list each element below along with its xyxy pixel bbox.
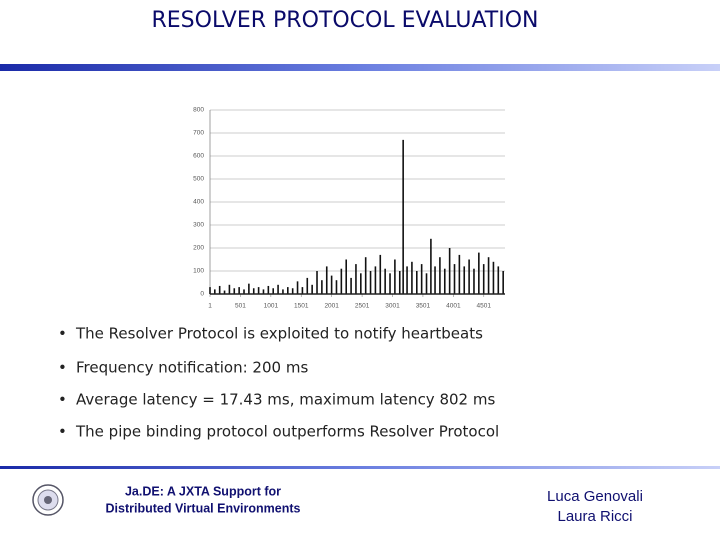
y-tick-label: 100 [193, 268, 204, 275]
bullet: Frequency notification: 200 ms [76, 359, 308, 377]
slide-title: RESOLVER PROTOCOL EVALUATION [152, 8, 539, 33]
x-tick-label: 2501 [355, 303, 370, 310]
footer-text: Ja.DE: A JXTA Support for [125, 484, 281, 498]
bullet: The Resolver Protocol is exploited to no… [75, 325, 483, 343]
x-tick-label: 2001 [324, 303, 339, 310]
logo [32, 484, 64, 516]
bullet-list: • The Resolver Protocol is exploited to … [58, 325, 499, 441]
x-tick-label: 4501 [477, 303, 492, 310]
bullet-marker: • [58, 325, 67, 343]
bullet-marker: • [58, 359, 67, 377]
y-tick-label: 300 [193, 222, 204, 229]
y-tick-label: 800 [193, 107, 204, 114]
y-tick-label: 600 [193, 153, 204, 160]
x-tick-label: 1001 [264, 303, 279, 310]
x-tick-label: 4001 [446, 303, 461, 310]
x-tick-label: 3501 [416, 303, 431, 310]
header-rule [0, 64, 720, 71]
chart-frame [185, 102, 510, 314]
y-tick-label: 0 [200, 291, 204, 298]
y-tick-label: 200 [193, 245, 204, 252]
bullet: Average latency = 17.43 ms, maximum late… [76, 391, 495, 409]
bullet-marker: • [58, 391, 67, 409]
x-tick-label: 3001 [385, 303, 400, 310]
x-tick-label: 1 [208, 303, 212, 310]
author: Laura Ricci [557, 508, 632, 525]
footer-rule [0, 466, 720, 469]
footer-text: Distributed Virtual Environments [106, 501, 301, 515]
bullet: The pipe binding protocol outperforms Re… [75, 423, 499, 441]
y-tick-label: 700 [193, 130, 204, 137]
bullet-marker: • [58, 423, 67, 441]
author: Luca Genovali [547, 488, 643, 505]
y-tick-label: 500 [193, 176, 204, 183]
x-tick-label: 1501 [294, 303, 309, 310]
x-tick-label: 501 [235, 303, 246, 310]
y-tick-label: 400 [193, 199, 204, 206]
